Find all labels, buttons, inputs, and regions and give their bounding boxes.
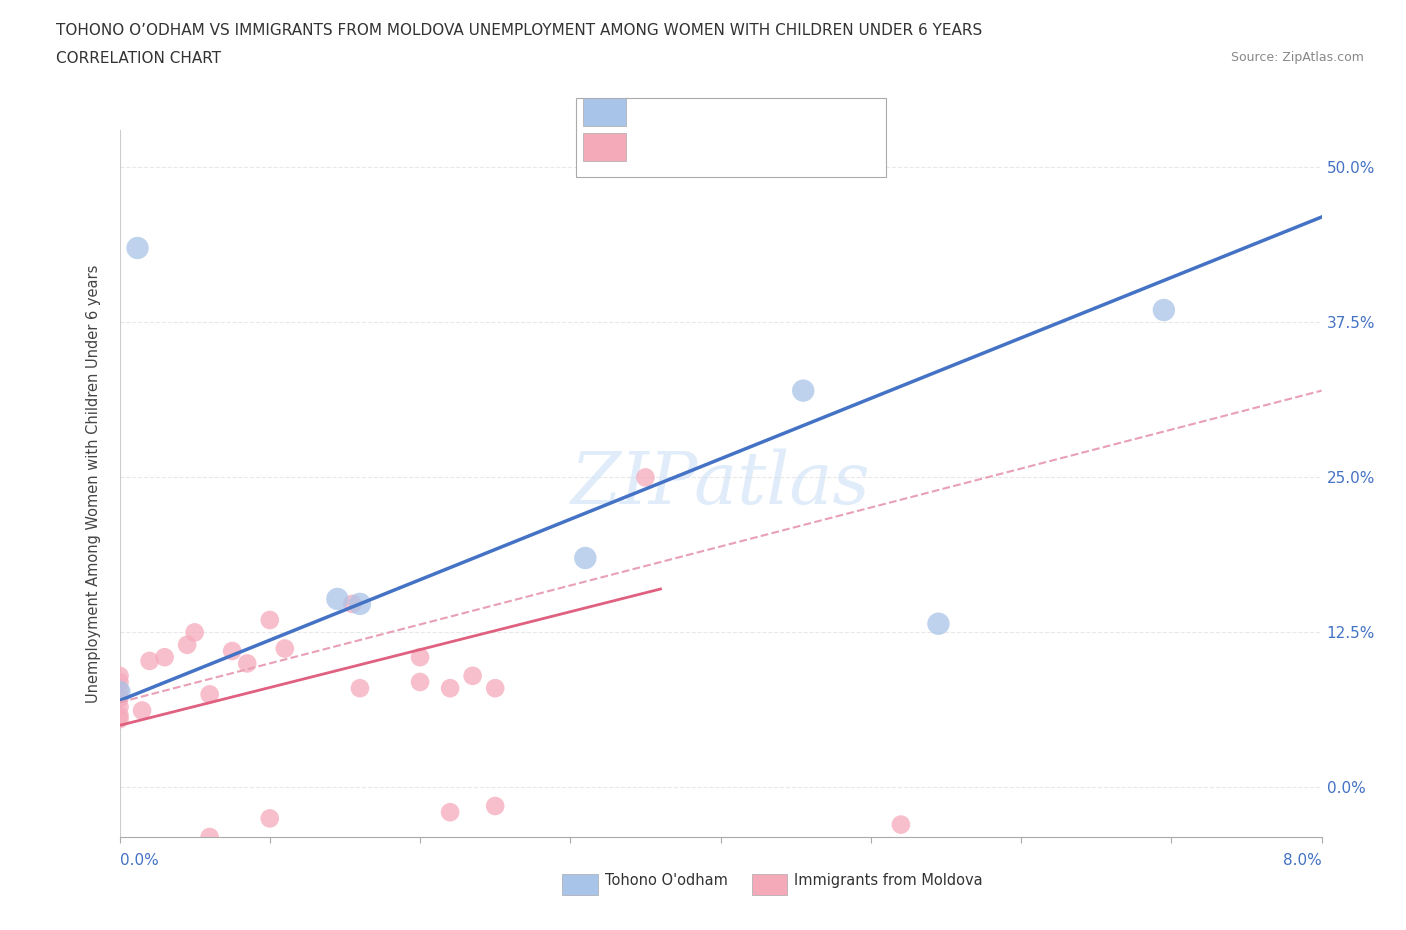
- Text: 8.0%: 8.0%: [1282, 853, 1322, 868]
- Text: R = 0.678   N =  8: R = 0.678 N = 8: [637, 105, 801, 123]
- Point: [890, 817, 912, 832]
- Point: [461, 669, 484, 684]
- Point: [183, 625, 205, 640]
- Point: [108, 669, 131, 684]
- Point: [131, 703, 153, 718]
- Point: [439, 681, 461, 696]
- Point: [108, 711, 131, 726]
- Point: [326, 591, 349, 606]
- Point: [484, 681, 506, 696]
- Point: [221, 644, 243, 658]
- Point: [198, 687, 221, 702]
- Point: [153, 650, 176, 665]
- Point: [108, 699, 131, 714]
- Point: [574, 551, 596, 565]
- Point: [274, 641, 297, 656]
- Text: Source: ZipAtlas.com: Source: ZipAtlas.com: [1230, 51, 1364, 64]
- Text: Immigrants from Moldova: Immigrants from Moldova: [794, 873, 983, 888]
- Text: TOHONO O’ODHAM VS IMMIGRANTS FROM MOLDOVA UNEMPLOYMENT AMONG WOMEN WITH CHILDREN: TOHONO O’ODHAM VS IMMIGRANTS FROM MOLDOV…: [56, 23, 983, 38]
- Y-axis label: Unemployment Among Women with Children Under 6 years: Unemployment Among Women with Children U…: [86, 264, 101, 703]
- Text: 0.0%: 0.0%: [120, 853, 159, 868]
- Point: [409, 650, 432, 665]
- Text: R = 0.387   N = 24: R = 0.387 N = 24: [637, 139, 807, 156]
- Point: [108, 708, 131, 723]
- Text: ZIPatlas: ZIPatlas: [571, 448, 870, 519]
- Point: [108, 684, 131, 698]
- Point: [236, 656, 259, 671]
- Point: [634, 470, 657, 485]
- Point: [259, 811, 281, 826]
- Point: [927, 617, 949, 631]
- Text: Tohono O'odham: Tohono O'odham: [605, 873, 727, 888]
- Point: [409, 674, 432, 689]
- Point: [138, 654, 160, 669]
- Point: [108, 684, 131, 699]
- Point: [1153, 302, 1175, 317]
- Point: [484, 799, 506, 814]
- Point: [198, 830, 221, 844]
- Point: [349, 596, 371, 611]
- Point: [127, 241, 149, 256]
- Point: [108, 691, 131, 706]
- Point: [439, 804, 461, 819]
- Point: [342, 596, 364, 611]
- Point: [349, 681, 371, 696]
- Point: [108, 674, 131, 689]
- Point: [792, 383, 814, 398]
- Point: [176, 637, 198, 652]
- Text: CORRELATION CHART: CORRELATION CHART: [56, 51, 221, 66]
- Point: [259, 613, 281, 628]
